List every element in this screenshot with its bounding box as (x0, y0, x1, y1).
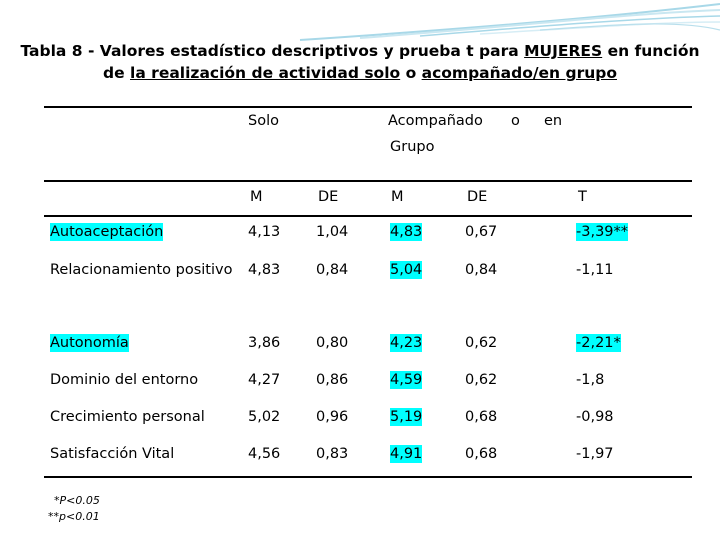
row-6-m2: 4,91 (390, 445, 423, 463)
row-2-m1: 4,83 (248, 262, 281, 278)
header-grupo: Grupo (390, 139, 435, 155)
row-3-m2: 4,23 (390, 334, 423, 352)
row-5-de2: 0,68 (465, 409, 498, 425)
note-p01: **p<0.01 (48, 510, 100, 523)
row-1-de2: 0,67 (465, 224, 498, 240)
col-header-m-solo: M (250, 189, 263, 205)
row-5-label: Crecimiento personal (50, 409, 205, 425)
row-6-m1: 4,56 (248, 446, 281, 462)
col-header-de-grupo: DE (467, 189, 488, 205)
row-1-t: -3,39** (576, 223, 629, 241)
header-acompanado: Acompañado (388, 113, 483, 129)
row-6-de2: 0,68 (465, 446, 498, 462)
row-6-de1: 0,83 (316, 446, 349, 462)
title-accompanied: acompañado/en grupo (421, 64, 617, 82)
title-o: o (400, 64, 422, 82)
row-6-t: -1,97 (576, 446, 614, 462)
title-prefix: Tabla 8 - Valores estadístico descriptiv… (20, 42, 525, 60)
row-4-m2: 4,59 (390, 371, 423, 389)
decorative-swoosh (299, 3, 720, 41)
col-header-de-solo: DE (318, 189, 339, 205)
col-header-t: T (578, 189, 587, 205)
row-2-t: -1,11 (576, 262, 614, 278)
row-4-label: Dominio del entorno (50, 372, 199, 388)
col-header-m-grupo: M (391, 189, 404, 205)
title-activity: la realización de actividad solo (130, 64, 401, 82)
header-en: en (544, 113, 563, 129)
row-1-label: Autoaceptación (50, 223, 164, 241)
row-2-m2: 5,04 (390, 261, 423, 279)
row-1-m2: 4,83 (390, 223, 423, 241)
row-4-de1: 0,86 (316, 372, 349, 388)
row-2-de1: 0,84 (316, 262, 349, 278)
row-4-de2: 0,62 (465, 372, 498, 388)
table-bottom-rule (44, 476, 692, 478)
row-3-de1: 0,80 (316, 335, 349, 351)
row-1-m1: 4,13 (248, 224, 281, 240)
header-rule (44, 180, 692, 182)
row-3-m1: 3,86 (248, 335, 281, 351)
row-5-m1: 5,02 (248, 409, 281, 425)
row-5-m2: 5,19 (390, 408, 423, 426)
row-3-de2: 0,62 (465, 335, 498, 351)
header-solo: Solo (248, 113, 279, 129)
title-women: MUJERES (524, 42, 603, 60)
row-5-de1: 0,96 (316, 409, 349, 425)
title-mid: en función de (103, 42, 700, 82)
subheader-rule (44, 215, 692, 217)
row-4-t: -1,8 (576, 372, 605, 388)
row-2-de2: 0,84 (465, 262, 498, 278)
row-3-t: -2,21* (576, 334, 621, 352)
row-3-label: Autonomía (50, 334, 129, 352)
row-1-de1: 1,04 (316, 224, 349, 240)
row-2-label: Relacionamiento positivo (50, 262, 233, 278)
table-title: Tabla 8 - Valores estadístico descriptiv… (20, 40, 700, 84)
row-6-label: Satisfacción Vital (50, 446, 175, 462)
note-p05: *P<0.05 (54, 494, 100, 507)
header-o: o (511, 113, 520, 129)
table-top-rule (44, 106, 692, 108)
row-4-m1: 4,27 (248, 372, 281, 388)
row-5-t: -0,98 (576, 409, 614, 425)
